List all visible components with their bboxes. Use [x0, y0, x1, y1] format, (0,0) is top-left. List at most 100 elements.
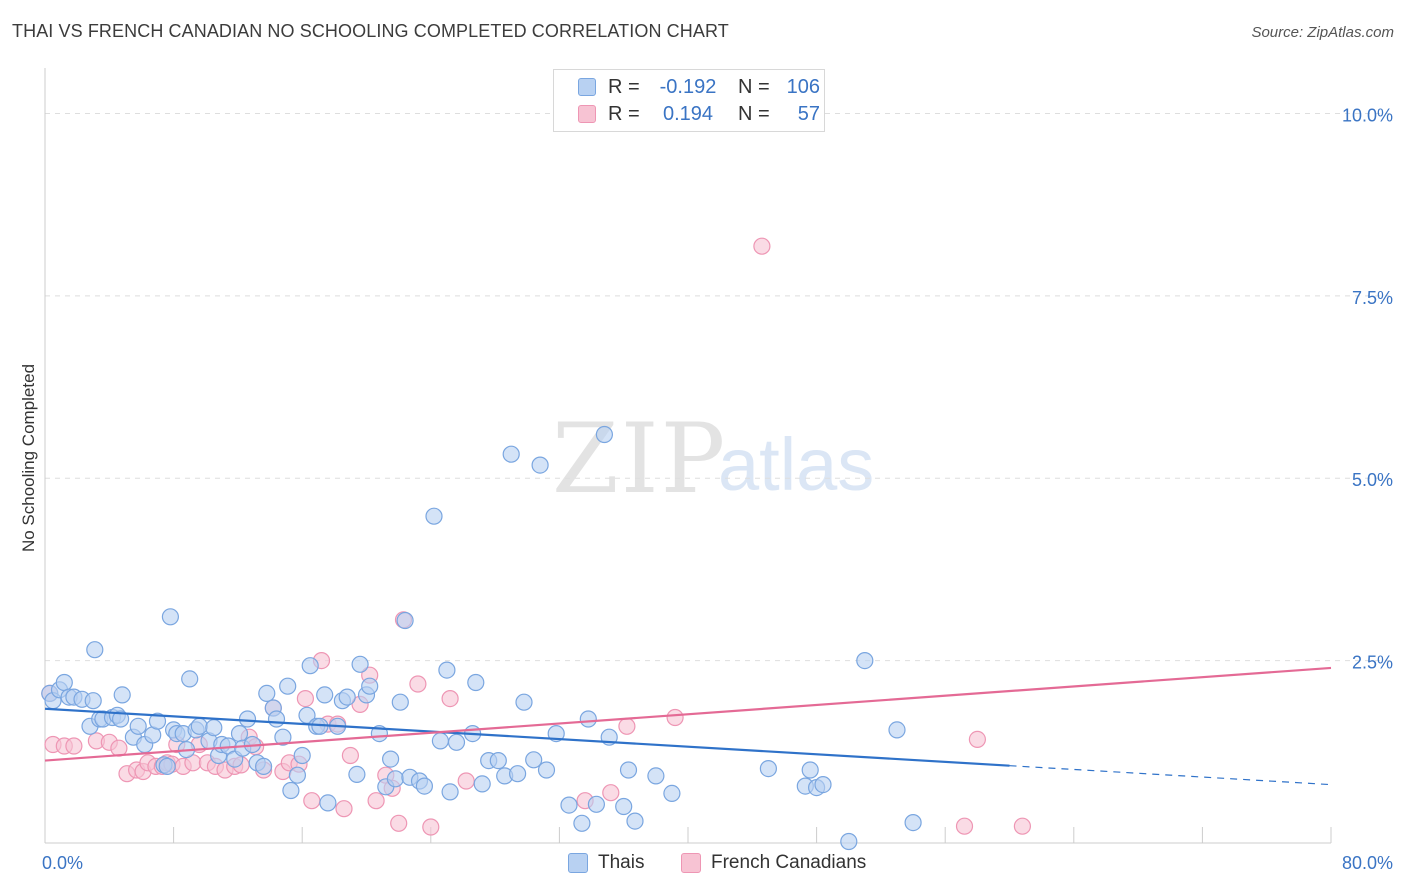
- thais-point: [158, 757, 176, 776]
- french-canadians-point: [1013, 817, 1032, 835]
- legend-r-label: R =: [608, 75, 640, 98]
- legend-row-thais: R = -0.192 N = 106: [578, 75, 820, 99]
- watermark-zip: ZIP: [552, 403, 727, 515]
- thais-point: [626, 812, 644, 830]
- source-credit: Source: ZipAtlas.com: [1251, 24, 1394, 41]
- thais-point: [438, 661, 456, 679]
- french-canadians-point: [367, 792, 385, 810]
- thais-point: [316, 686, 334, 704]
- stats-legend: R = -0.192 N = 106 R = 0.194 N = 57: [553, 69, 825, 132]
- thais-point: [338, 688, 356, 706]
- thais-point: [267, 710, 286, 728]
- thais-point: [391, 693, 409, 711]
- x-tick-label-max: 80.0%: [1342, 853, 1393, 873]
- thais-point: [293, 746, 311, 765]
- watermark-atlas: atlas: [718, 423, 874, 506]
- thais-point: [255, 757, 273, 776]
- thais-point: [348, 765, 366, 784]
- french-canadians-point: [457, 772, 475, 790]
- trend-lines: [44, 666, 1332, 786]
- thais-point: [181, 670, 199, 688]
- french-canadians-point: [968, 730, 987, 749]
- thais-point: [301, 657, 319, 675]
- thais-point: [619, 761, 638, 779]
- thais-point: [113, 686, 131, 704]
- legend-label-thais: Thais: [598, 852, 645, 873]
- thais-point: [258, 684, 276, 703]
- y-axis-label: No Schooling Completed: [19, 364, 38, 552]
- thais-point: [537, 761, 556, 779]
- tick-labels: 2.5% 5.0% 7.5% 10.0% 0.0% 80.0%: [42, 105, 1393, 873]
- french-canadians-point: [409, 675, 427, 693]
- legend-item-french-canadians: French Canadians: [681, 852, 866, 874]
- grid-lines: [45, 112, 1393, 662]
- thais-point: [238, 710, 257, 728]
- thais-point: [840, 832, 858, 851]
- thais-point: [467, 673, 485, 692]
- thais-point: [382, 750, 400, 768]
- thais-point: [525, 751, 543, 769]
- thais-point: [904, 813, 922, 832]
- thais-point: [502, 445, 520, 463]
- french-canadians-point: [335, 800, 353, 818]
- french-canadians-point: [441, 689, 459, 708]
- axes: [44, 68, 1332, 844]
- legend-r-label: R =: [608, 102, 640, 125]
- thais-point: [396, 611, 414, 630]
- thais-point: [279, 677, 297, 695]
- thais-point: [856, 651, 874, 670]
- thais-point: [573, 814, 591, 832]
- legend-r-value: 0.194: [662, 102, 714, 125]
- thais-swatch: [578, 78, 596, 96]
- thais-point: [86, 641, 104, 659]
- thais-point: [230, 724, 249, 743]
- thais-point: [888, 721, 906, 739]
- french-canadians-point: [390, 814, 408, 832]
- thais-point: [759, 759, 778, 778]
- thais-swatch: [568, 853, 588, 873]
- legend-n-label: N =: [738, 102, 770, 125]
- legend-n-label: N =: [738, 75, 770, 98]
- thais-point: [111, 710, 130, 728]
- thais-point: [579, 710, 597, 728]
- thais-point: [282, 781, 300, 800]
- french-canadians-point: [666, 708, 684, 727]
- y-tick-label: 5.0%: [1352, 470, 1393, 490]
- x-tick-label-min: 0.0%: [42, 853, 83, 873]
- legend-label-french-canadians: French Canadians: [711, 852, 867, 873]
- legend-n-value: 57: [797, 102, 820, 125]
- thais-point: [615, 797, 633, 816]
- thais-point: [647, 767, 665, 785]
- thais-point: [190, 717, 208, 735]
- french-canadians-point: [296, 689, 314, 708]
- french-canadians-trend-line: [44, 666, 1332, 762]
- french-canadians-point: [955, 817, 974, 835]
- thais-point: [288, 766, 306, 784]
- y-tick-label: 7.5%: [1352, 288, 1393, 308]
- french-canadians-swatch: [578, 105, 596, 123]
- thais-point: [148, 712, 167, 730]
- thais-point: [801, 761, 819, 779]
- thais-point: [274, 728, 292, 746]
- thais-point: [515, 693, 533, 711]
- french-canadians-swatch: [681, 853, 701, 873]
- thais-point: [161, 608, 179, 626]
- thais-point: [447, 733, 466, 751]
- series-legend: Thais French Canadians: [0, 852, 1406, 878]
- thais-point: [531, 456, 549, 474]
- y-tick-label: 10.0%: [1342, 105, 1393, 125]
- thais-trend-extension: [1009, 765, 1332, 786]
- thais-point: [814, 775, 832, 794]
- thais-point: [587, 795, 606, 813]
- thais-point: [319, 794, 337, 812]
- french-canadians-point: [618, 717, 636, 735]
- thais-point: [361, 677, 379, 695]
- thais-point: [560, 796, 578, 814]
- thais-point: [84, 692, 102, 710]
- legend-r-value: -0.192: [659, 75, 717, 98]
- thais-trend-line: [44, 707, 1010, 767]
- thais-points: [41, 425, 922, 851]
- legend-row-french-canadians: R = 0.194 N = 57: [578, 102, 820, 126]
